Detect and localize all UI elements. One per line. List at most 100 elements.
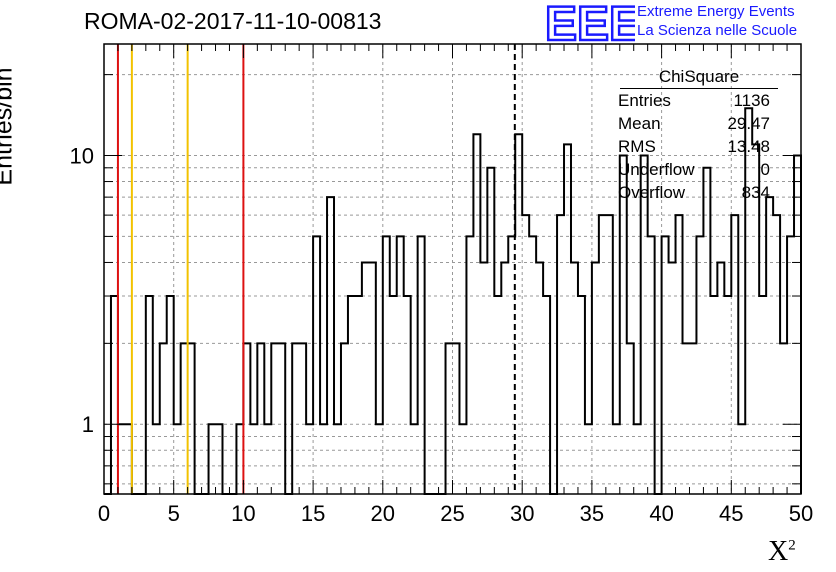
histogram-bin <box>250 424 257 494</box>
histogram-bin <box>557 215 564 494</box>
histogram-bin <box>299 343 306 494</box>
histogram-bin <box>341 343 348 494</box>
histogram-bin <box>271 343 278 494</box>
x-tick-label: 20 <box>371 501 395 526</box>
histogram-bin <box>369 262 376 494</box>
histogram-bin <box>696 236 703 494</box>
stats-label: Mean <box>618 114 661 133</box>
x-axis-label: X2 <box>768 536 796 568</box>
histogram-bin <box>243 343 250 494</box>
histogram-bin <box>648 236 655 494</box>
histogram-bin <box>599 215 606 494</box>
x-axis-label-sup: 2 <box>788 537 796 554</box>
histogram-bin <box>564 144 571 494</box>
logo-caption: Extreme Energy Events La Scienza nelle S… <box>637 2 797 40</box>
histogram-bin <box>592 262 599 494</box>
eee-logo-text: EEE <box>545 0 635 44</box>
histogram-bin <box>188 343 195 494</box>
histogram-bin <box>404 296 411 494</box>
stats-label: RMS <box>618 137 656 156</box>
x-tick-label: 15 <box>301 501 325 526</box>
histogram-bin <box>710 296 717 494</box>
stats-label: Entries <box>618 91 671 110</box>
stats-row-entries: Entries 1136 <box>612 89 778 112</box>
histogram-bin <box>613 424 620 494</box>
histogram-bin <box>146 296 153 494</box>
histogram-bin <box>236 424 243 494</box>
histogram-bin <box>480 262 487 494</box>
histogram-bin <box>724 296 731 494</box>
histogram-bin <box>327 197 334 494</box>
histogram-bin <box>257 343 264 494</box>
x-axis-label-text: X <box>768 536 789 567</box>
histogram-bin <box>759 296 766 494</box>
histogram-bin <box>689 343 696 494</box>
histogram-bin <box>411 424 418 494</box>
stats-value: 29.47 <box>727 114 770 133</box>
histogram-bin <box>634 424 641 494</box>
stats-row-overflow: Overflow 834 <box>612 181 778 204</box>
stats-label: Underflow <box>618 160 695 179</box>
stats-row-rms: RMS 13.48 <box>612 135 778 158</box>
histogram-bin <box>418 236 425 494</box>
x-tick-label: 45 <box>719 501 743 526</box>
histogram-bin <box>731 215 738 494</box>
histogram-bin <box>703 168 710 494</box>
y-tick-label: 10 <box>70 144 94 169</box>
stats-title: ChiSquare <box>620 66 778 89</box>
histogram-bin <box>669 262 676 494</box>
histogram-bin <box>320 424 327 494</box>
histogram-bin <box>446 343 453 494</box>
histogram-bin <box>390 296 397 494</box>
histogram-bin <box>536 262 543 494</box>
x-tick-label: 5 <box>168 501 180 526</box>
histogram-bin <box>585 424 592 494</box>
x-tick-label: 0 <box>98 501 110 526</box>
histogram-bin <box>453 343 460 494</box>
histogram-bin <box>181 343 188 494</box>
histogram-bin <box>522 215 529 494</box>
x-tick-label: 40 <box>649 501 673 526</box>
stats-row-underflow: Underflow 0 <box>612 158 778 181</box>
stats-label: Overflow <box>618 183 686 202</box>
histogram-bin <box>487 168 494 494</box>
y-tick-label: 1 <box>82 412 94 437</box>
x-tick-label: 30 <box>510 501 534 526</box>
stats-value: 1136 <box>733 91 770 110</box>
histogram-bin <box>376 424 383 494</box>
histogram-bin <box>578 296 585 494</box>
x-tick-label: 10 <box>231 501 255 526</box>
histogram-bin <box>459 424 466 494</box>
histogram-bin <box>766 197 773 494</box>
chart-title: ROMA-02-2017-11-10-00813 <box>84 8 382 34</box>
histogram-bin <box>167 296 174 494</box>
histogram-bin <box>571 262 578 494</box>
histogram-bin <box>209 424 216 494</box>
histogram-bin <box>111 296 118 494</box>
x-tick-label: 25 <box>440 501 464 526</box>
eee-logo: EEE <box>544 0 635 44</box>
histogram-bin <box>355 296 362 494</box>
histogram-bin <box>292 343 299 494</box>
histogram-bin <box>641 156 648 494</box>
x-tick-label: 35 <box>580 501 604 526</box>
x-tick-label: 50 <box>789 501 813 526</box>
histogram-bin <box>306 424 313 494</box>
histogram-bin <box>153 424 160 494</box>
logo-caption-line1: Extreme Energy Events <box>637 3 795 20</box>
histogram-bin <box>662 236 669 494</box>
histogram-bin <box>683 343 690 494</box>
stats-value: 0 <box>760 160 770 179</box>
histogram-bin <box>466 236 473 494</box>
histogram-bin <box>717 262 724 494</box>
stats-value: 834 <box>741 183 770 202</box>
histogram-bin <box>264 424 271 494</box>
histogram-bin <box>738 424 745 494</box>
stats-row-mean: Mean 29.47 <box>612 112 778 135</box>
histogram-bin <box>529 236 536 494</box>
histogram-bin <box>278 343 285 494</box>
histogram-bin <box>627 343 634 494</box>
histogram-bin <box>676 215 683 494</box>
histogram-bin <box>362 262 369 494</box>
